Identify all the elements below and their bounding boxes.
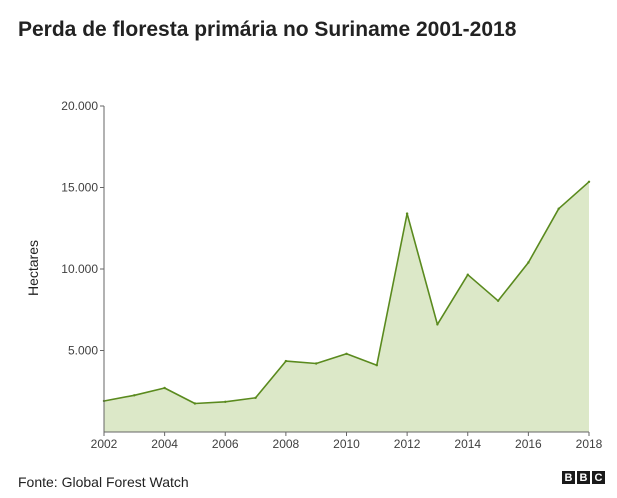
y-tick-label: 10.000 — [61, 262, 98, 276]
y-tick-label: 20.000 — [61, 99, 98, 113]
plot-area: 5.000 10.000 15.000 20.000 2002 2004 2006 2008 2… — [61, 99, 602, 451]
x-tick-label: 2012 — [394, 437, 421, 451]
y-tick-label: 5.000 — [68, 344, 98, 358]
data-point — [224, 400, 227, 403]
data-point — [527, 261, 530, 264]
x-tick-label: 2010 — [333, 437, 360, 451]
data-point — [133, 394, 136, 397]
source-note: Fonte: Global Forest Watch — [18, 474, 189, 490]
data-point — [254, 396, 257, 399]
data-point — [315, 362, 318, 365]
chart-title: Perda de floresta primária no Suriname 2… — [18, 18, 517, 41]
x-tick-label: 2018 — [576, 437, 603, 451]
data-point — [193, 402, 197, 405]
x-tick-label: 2014 — [454, 437, 481, 451]
data-point — [466, 273, 469, 276]
x-tick-label: 2004 — [151, 437, 178, 451]
x-tick-label: 2016 — [515, 437, 542, 451]
area-fill — [104, 181, 589, 432]
y-axis-label: Hectares — [25, 240, 41, 296]
x-tick-label: 2008 — [273, 437, 300, 451]
data-point — [405, 212, 409, 215]
data-point — [436, 323, 439, 326]
x-tick-label: 2006 — [212, 437, 239, 451]
data-point — [345, 352, 348, 355]
bbc-logo-letter: B — [577, 471, 590, 484]
data-point — [375, 364, 378, 367]
data-point — [557, 207, 560, 210]
data-point — [496, 299, 500, 302]
x-tick-label: 2002 — [91, 437, 118, 451]
bbc-logo-letter: C — [592, 471, 605, 484]
y-tick-label: 15.000 — [61, 181, 98, 195]
data-point — [284, 359, 288, 363]
bbc-logo: B B C — [562, 471, 605, 484]
data-point — [587, 180, 591, 183]
data-point — [163, 386, 166, 390]
bbc-logo-letter: B — [562, 471, 575, 484]
